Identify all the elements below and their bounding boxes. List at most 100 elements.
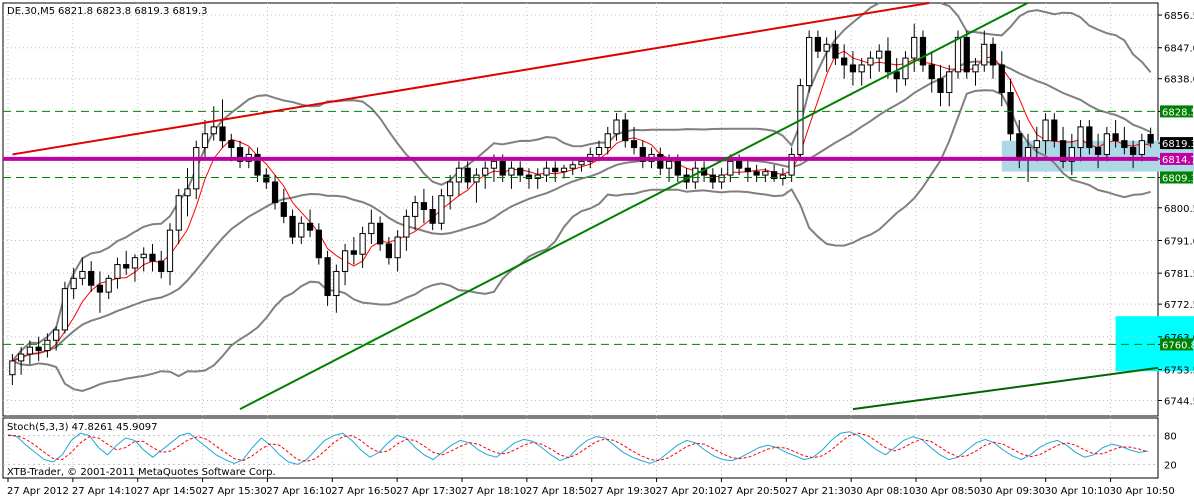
candle-body: [341, 250, 349, 272]
candle-body: [412, 202, 419, 217]
candle-body: [9, 360, 16, 376]
candle-body: [131, 257, 139, 269]
candle-body: [595, 147, 603, 155]
price-tick-label: 6772.5: [1164, 300, 1194, 311]
candle-body: [193, 147, 200, 190]
candle-body: [166, 229, 174, 272]
upper-band: [11, 2, 1152, 362]
time-tick-label: 27 Apr 16:50: [331, 486, 396, 497]
ohlc-label: 6821.8 6823.8 6819.3 6819.3: [58, 6, 208, 17]
candle-body: [140, 253, 147, 259]
candle-body: [727, 160, 734, 176]
price-tag-label: 6819.3: [1162, 139, 1194, 150]
candle-body: [578, 160, 585, 166]
candle-body: [1007, 91, 1014, 135]
candle-body: [438, 195, 445, 224]
candle-body: [525, 174, 533, 180]
price-tag-label: 6760.8: [1162, 340, 1194, 351]
stochastic-panel[interactable]: Stoch(5,3,3) 47.8261 45.9097 XTB-Trader,…: [2, 417, 1159, 479]
candle-body: [271, 181, 279, 204]
candle-body: [79, 270, 86, 279]
candle-body: [665, 160, 673, 169]
price-tags: 6828.5 6819.3 6814.7 6809.3 6760.8: [1160, 105, 1194, 351]
candle-body: [1094, 147, 1102, 155]
candle-body: [946, 71, 953, 93]
time-tick-label: 30 Apr 09:30: [980, 486, 1045, 497]
stoch-panel-frame: [2, 417, 1159, 479]
candle-body: [779, 174, 787, 180]
time-tick-label: 30 Apr 08:10: [850, 486, 915, 497]
lower-band: [12, 89, 1151, 393]
candle-body: [61, 288, 69, 331]
candle-body: [560, 167, 568, 173]
candle-body: [298, 222, 305, 238]
candle-body: [306, 222, 314, 231]
candle-body: [420, 202, 428, 211]
trendlines[interactable]: [12, 2, 1159, 411]
candle-body: [770, 171, 778, 180]
candle-body: [158, 260, 165, 272]
time-tick-label: 27 Apr 16:10: [266, 486, 331, 497]
price-panel[interactable]: DE.30,M5 6821.8 6823.8 6819.3 6819.3: [2, 2, 1194, 417]
candle-body: [53, 329, 60, 341]
candle-body: [1138, 140, 1145, 155]
time-tick-label: 27 Apr 15:30: [202, 486, 267, 497]
time-tick-label: 27 Apr 20:10: [656, 486, 721, 497]
candle-body: [175, 195, 182, 231]
candle-body: [1051, 119, 1058, 142]
stoch-level-label: 20: [1164, 460, 1177, 471]
candle-body: [762, 171, 769, 176]
candle-body: [622, 119, 629, 142]
candle-body: [1033, 140, 1040, 149]
candle-body: [709, 174, 716, 183]
candle-body: [998, 64, 1005, 93]
candle-body: [96, 284, 104, 293]
time-axis: 27 Apr 2012 27 Apr 14:10 27 Apr 14:50 27 Ap…: [7, 478, 1175, 497]
candle-body: [718, 174, 725, 183]
time-tick-label: 27 Apr 20:50: [720, 486, 785, 497]
candle-body: [858, 64, 865, 73]
candle-body: [1129, 147, 1137, 155]
candle-body: [534, 174, 541, 180]
candle-body: [201, 133, 209, 149]
price-tag-label: 6814.7: [1162, 155, 1194, 166]
candle-body: [490, 160, 498, 169]
candle-body: [552, 167, 559, 173]
stoch-label: Stoch(5,3,3) 47.8261 45.9097: [7, 422, 158, 433]
candle-body: [455, 167, 463, 183]
price-tick-label: 6744.5: [1164, 397, 1194, 408]
trendline-2: [852, 366, 1159, 411]
candle-body: [105, 277, 112, 293]
candle-body: [937, 78, 944, 93]
candle-body: [543, 167, 550, 176]
candle-body: [1059, 140, 1067, 162]
candle-body: [849, 64, 857, 73]
price-tick-label: 6800.5: [1164, 204, 1194, 215]
candle-body: [963, 36, 970, 73]
candle-body: [1077, 126, 1084, 149]
copyright-text: XTB-Trader, © 2001-2011 MetaQuotes Softw…: [7, 467, 276, 478]
candle-body: [210, 126, 217, 135]
stoch-signal-line: [8, 432, 1149, 463]
candle-body: [44, 339, 51, 352]
candle-body: [228, 140, 235, 149]
price-tick-label: 6791.0: [1164, 236, 1194, 247]
candle-body: [394, 236, 401, 259]
candle-body: [902, 57, 909, 80]
candle-body: [630, 140, 638, 149]
horizontal-levels[interactable]: [3, 110, 1158, 345]
candle-body: [744, 167, 751, 173]
candle-body: [1112, 133, 1119, 142]
candle-body: [981, 43, 988, 66]
candle-body: [315, 229, 322, 259]
candle-body: [1068, 147, 1075, 162]
candle-body: [639, 147, 646, 162]
candle-body: [867, 57, 874, 66]
candle-body: [989, 43, 997, 66]
candle-body: [753, 171, 760, 176]
price-tag-bg: [1160, 137, 1193, 150]
price-tick-label: 6763.0: [1164, 333, 1194, 344]
candle-body: [376, 222, 384, 245]
